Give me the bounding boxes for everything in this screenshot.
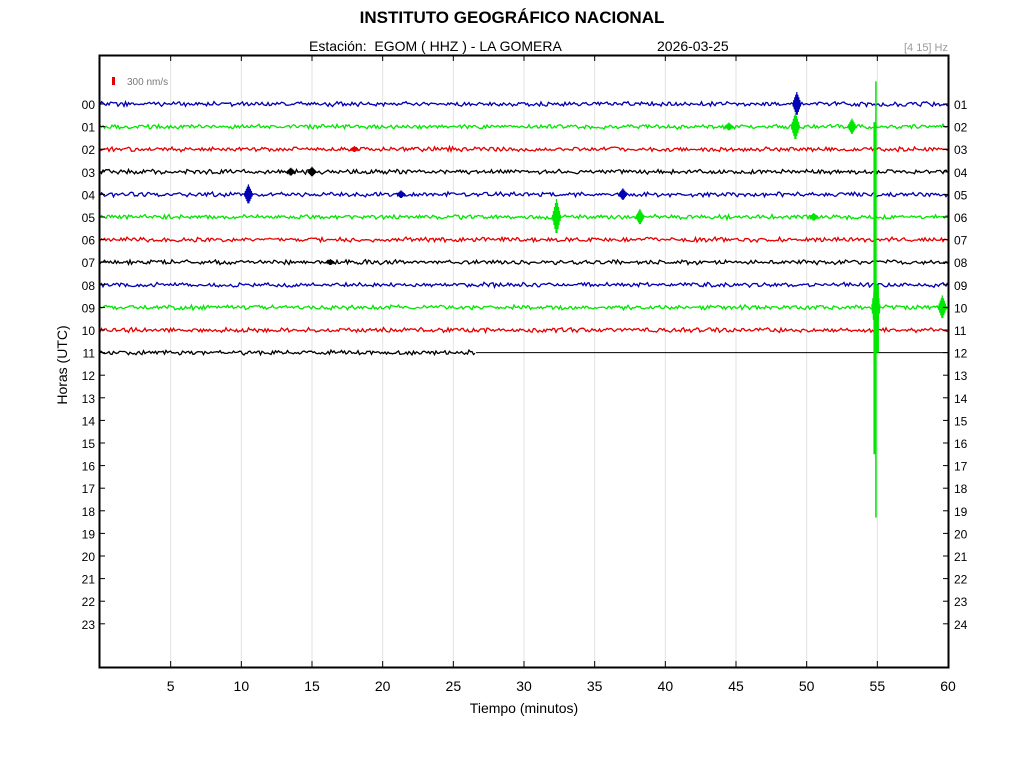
trace-hour-05 — [99, 212, 948, 222]
y-tick-label-right: 15 — [954, 414, 968, 428]
y-tick-label-left: 07 — [82, 256, 96, 270]
y-tick-label-right: 03 — [954, 143, 968, 157]
y-tick-label-right: 20 — [954, 527, 968, 541]
y-tick-label-left: 13 — [82, 392, 96, 406]
x-tick-label: 15 — [304, 678, 320, 694]
seismic-event-marker — [396, 190, 406, 199]
amplitude-scale-legend: 300 nm/s — [112, 77, 168, 88]
trace-hour-00 — [99, 99, 949, 109]
y-tick-label-left: 00 — [82, 98, 96, 112]
seismic-event-marker — [551, 198, 562, 234]
seismic-event-marker — [792, 91, 802, 115]
y-tick-label-right: 11 — [954, 324, 967, 338]
x-tick-label: 45 — [728, 678, 744, 694]
y-tick-label-right: 18 — [954, 482, 968, 496]
y-tick-label-left: 03 — [82, 166, 96, 180]
trace-hour-03 — [99, 167, 949, 176]
seismic-event-marker — [937, 295, 947, 319]
y-tick-label-right: 05 — [954, 188, 968, 202]
seismic-event-marker — [349, 146, 359, 152]
y-tick-label-right: 02 — [954, 121, 968, 135]
seismic-event-marker — [243, 184, 253, 204]
y-tick-label-right: 07 — [954, 234, 968, 248]
y-tick-label-left: 11 — [83, 347, 96, 361]
y-axis-label: Horas (UTC) — [54, 325, 70, 405]
x-tick-label: 40 — [658, 678, 674, 694]
seismic-event-marker — [635, 208, 645, 225]
y-tick-label-right: 14 — [954, 392, 968, 406]
trace-hour-10 — [99, 326, 948, 335]
x-tick-label: 35 — [587, 678, 603, 694]
station-label: Estación: EGOM ( HHZ ) - LA GOMERA — [309, 38, 562, 54]
y-tick-label-left: 19 — [82, 527, 96, 541]
y-tick-label-left: 04 — [82, 188, 96, 202]
y-tick-label-left: 14 — [82, 414, 96, 428]
x-axis-label: Tiempo (minutos) — [469, 700, 579, 716]
y-tick-label-left: 10 — [82, 324, 96, 338]
seismic-event-marker — [307, 166, 317, 177]
y-tick-label-left: 21 — [82, 573, 96, 587]
trace-hour-02 — [99, 144, 948, 154]
date-label: 2026-03-25 — [657, 38, 729, 54]
seismic-event-marker — [790, 112, 800, 140]
y-tick-label-left: 18 — [82, 505, 96, 519]
x-tick-label: 60 — [940, 678, 956, 694]
amplitude-scale-label: 300 nm/s — [127, 77, 168, 88]
y-tick-label-left: 09 — [82, 301, 96, 315]
y-tick-label-left: 23 — [82, 618, 96, 632]
trace-hour-06 — [99, 235, 948, 244]
trace-hour-04 — [99, 190, 949, 199]
x-tick-label: 55 — [870, 678, 886, 694]
y-tick-label-right: 22 — [954, 573, 968, 587]
x-tick-label: 30 — [516, 678, 532, 694]
y-tick-label-left: 02 — [82, 143, 96, 157]
trace-hour-09 — [99, 303, 948, 312]
y-tick-label-left: 17 — [82, 482, 96, 496]
x-tick-label: 25 — [446, 678, 462, 694]
y-tick-label-right: 17 — [954, 460, 968, 474]
trace-hour-01 — [99, 122, 948, 131]
x-tick-label: 5 — [167, 678, 175, 694]
plot-frame — [98, 54, 950, 669]
y-tick-label-right: 24 — [954, 618, 968, 632]
y-tick-label-left: 22 — [82, 595, 96, 609]
y-tick-label-left: 08 — [82, 279, 96, 293]
x-tick-label: 50 — [799, 678, 815, 694]
y-tick-label-right: 09 — [954, 279, 968, 293]
y-tick-label-right: 12 — [954, 347, 968, 361]
y-tick-label-right: 16 — [954, 437, 968, 451]
y-tick-label-left: 16 — [82, 460, 96, 474]
seismic-event-marker — [809, 212, 819, 221]
y-tick-label-right: 21 — [954, 550, 968, 564]
seismic-event-marker — [724, 122, 734, 131]
y-tick-label-left: 01 — [82, 121, 96, 135]
y-tick-label-left: 15 — [82, 437, 96, 451]
seismic-event-marker — [618, 188, 628, 200]
seismic-event-marker — [325, 259, 335, 265]
trace-hour-11 — [99, 348, 476, 357]
x-tick-label: 20 — [375, 678, 391, 694]
y-tick-label-right: 23 — [954, 595, 968, 609]
x-tick-label: 10 — [234, 678, 250, 694]
filter-band-label: [4 15] Hz — [903, 42, 948, 54]
amplitude-scale-bar — [112, 77, 115, 85]
y-tick-label-left: 12 — [82, 369, 96, 383]
y-tick-label-right: 04 — [954, 166, 968, 180]
y-tick-label-right: 19 — [954, 505, 968, 519]
y-tick-label-right: 08 — [954, 256, 968, 270]
chart-title: INSTITUTO GEOGRÁFICO NACIONAL — [359, 8, 665, 27]
trace-hour-07 — [99, 258, 948, 267]
trace-hour-08 — [99, 281, 949, 290]
seismic-event-marker — [286, 167, 296, 176]
seismic-event-marker — [847, 118, 857, 134]
y-tick-label-right: 01 — [954, 98, 968, 112]
y-tick-label-right: 06 — [954, 211, 968, 225]
y-tick-label-left: 20 — [82, 550, 96, 564]
y-tick-label-left: 05 — [82, 211, 96, 225]
y-tick-label-left: 06 — [82, 234, 96, 248]
y-tick-label-right: 10 — [954, 301, 968, 315]
y-tick-label-right: 13 — [954, 369, 968, 383]
